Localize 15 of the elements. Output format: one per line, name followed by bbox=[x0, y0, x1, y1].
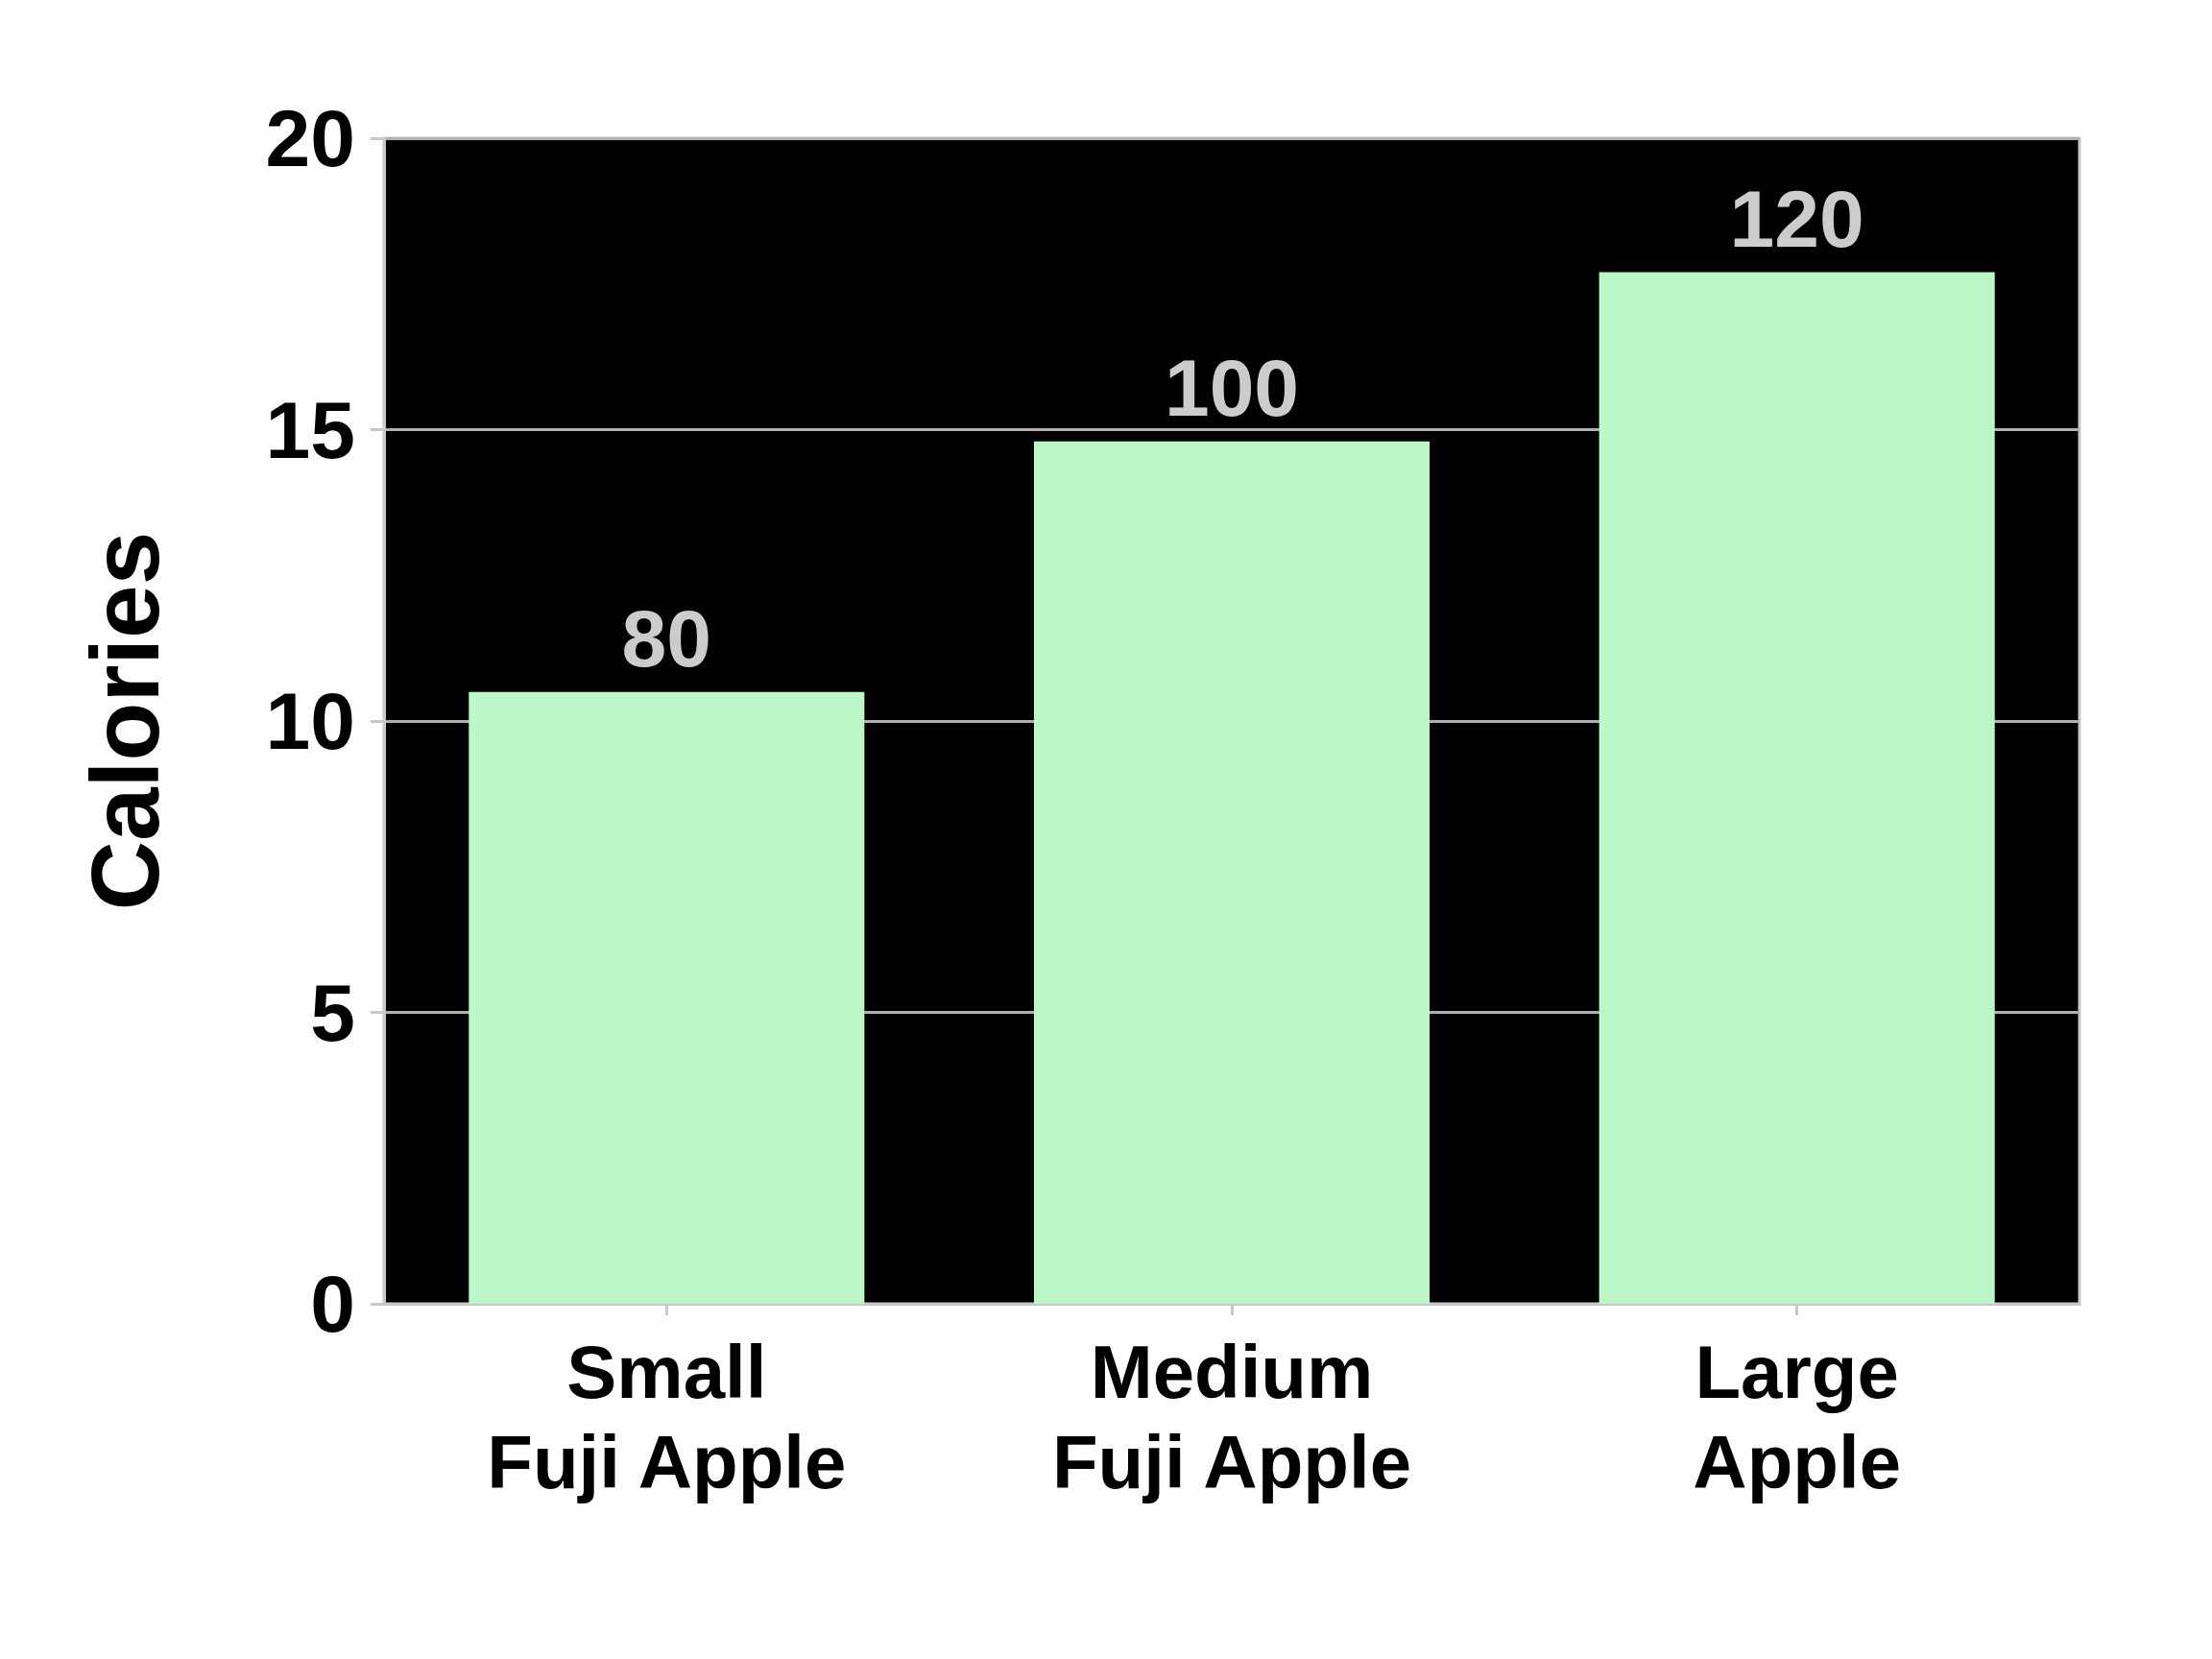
x-tick-label: Medium Fuji Apple bbox=[1051, 1330, 1412, 1504]
y-tick-label: 10 bbox=[265, 676, 355, 766]
y-tick-label: 15 bbox=[265, 384, 355, 475]
y-tick-label: 0 bbox=[310, 1259, 355, 1349]
annotation: 100 bbox=[1164, 342, 1300, 433]
bar bbox=[1033, 441, 1431, 1304]
x-tick-label: Small Fuji Apple bbox=[487, 1330, 847, 1504]
annotation: 80 bbox=[621, 592, 712, 684]
bar bbox=[469, 691, 865, 1304]
bar bbox=[1599, 272, 1995, 1304]
y-tick-label: 20 bbox=[265, 93, 355, 183]
annotation: 120 bbox=[1729, 173, 1864, 264]
y-axis-title: Calories bbox=[71, 531, 179, 911]
x-tick-label: Large Apple bbox=[1693, 1330, 1901, 1504]
y-tick-label: 5 bbox=[310, 967, 355, 1058]
